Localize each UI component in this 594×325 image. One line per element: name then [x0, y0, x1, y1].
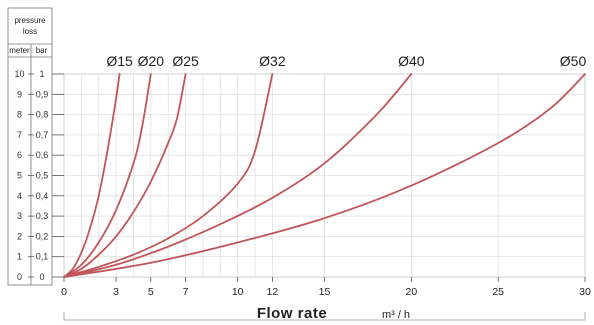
x-tick-label: 12: [267, 286, 279, 298]
series-line: [63, 73, 586, 278]
series-label: Ø25: [172, 53, 199, 69]
series-line: [63, 73, 413, 278]
y-tick-bar: 0,9: [36, 89, 49, 99]
x-axis-ticks: 0 3 5 7 10 12 15 20 25 30: [61, 277, 591, 298]
y-tick-meter: 7: [17, 130, 22, 140]
y-tick-bar: 0,2: [36, 231, 49, 241]
series-label: Ø50: [560, 53, 587, 69]
x-axis-unit: m³ / h: [382, 309, 410, 321]
y-header-frame: [7, 7, 53, 286]
y-tick-bar: 0,1: [36, 252, 49, 262]
x-tick-label: 10: [232, 286, 244, 298]
y-tick-meter: 5: [17, 171, 22, 181]
series-label: Ø32: [259, 53, 286, 69]
y-tick-bar: 0,3: [36, 211, 49, 221]
x-tick-label: 20: [405, 286, 417, 298]
y-tick-bar: 1: [39, 69, 44, 79]
y-tick-meter: 1: [17, 252, 22, 262]
series-line: [63, 73, 121, 278]
chart-series: [63, 73, 586, 278]
y-axis-header: pressure loss meter bar: [7, 7, 53, 286]
y-tick-meter: 0: [17, 272, 22, 282]
y-unit-meter: meter: [9, 46, 30, 55]
y-tick-bar: 0,4: [36, 191, 49, 201]
x-tick-label: 0: [61, 286, 67, 298]
series-line: [63, 73, 274, 278]
y-tick-bar: 0,5: [36, 171, 49, 181]
y-tick-bar: 0,6: [36, 150, 49, 160]
chart-grid: [63, 73, 586, 278]
y-tick-meter: 6: [17, 150, 22, 160]
series-label: Ø40: [398, 53, 425, 69]
y-tick-meter: 3: [17, 211, 22, 221]
y-header-line1: pressure: [14, 16, 46, 25]
x-tick-label: 5: [148, 286, 154, 298]
y-header-line2: loss: [23, 27, 37, 36]
x-axis-title: Flow rate m³ / h: [63, 305, 586, 322]
x-tick-label: 30: [579, 286, 591, 298]
y-tick-meter: 4: [17, 191, 22, 201]
x-tick-label: 15: [319, 286, 331, 298]
series-label: Ø20: [138, 53, 165, 69]
y-tick-bar: 0: [39, 272, 44, 282]
y-tick-meter: 8: [17, 110, 22, 120]
series-labels: Ø15 Ø20 Ø25 Ø32 Ø40 Ø50: [106, 53, 586, 69]
y-tick-bar: 0,8: [36, 110, 49, 120]
y-axis-ticks: 10 1 9 0,9 8 0,8 7 0,7 6 0,6 5 0,5 4 0,4 3 0,3 2 0,2 1 0,1 0…: [14, 69, 64, 282]
y-tick-meter: 10: [14, 69, 24, 79]
x-tick-label: 7: [183, 286, 189, 298]
series-label: Ø15: [106, 53, 133, 69]
x-tick-label: 25: [492, 286, 504, 298]
y-tick-meter: 2: [17, 231, 22, 241]
x-tick-label: 3: [113, 286, 119, 298]
y-tick-bar: 0,7: [36, 130, 49, 140]
y-unit-bar: bar: [36, 46, 48, 55]
x-axis-bracket: [63, 312, 586, 321]
series-line: [63, 73, 187, 278]
y-tick-meter: 9: [17, 89, 22, 99]
series-line: [63, 73, 152, 278]
x-axis-title-text: Flow rate: [257, 305, 327, 322]
